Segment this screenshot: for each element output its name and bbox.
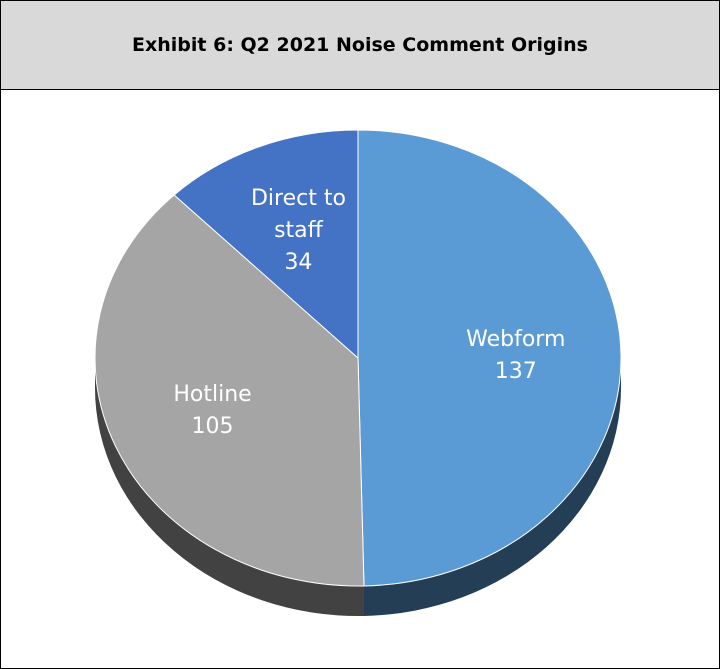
slice-label: Direct to staff 34 bbox=[233, 183, 363, 279]
pie-side bbox=[95, 358, 364, 616]
pie-side bbox=[363, 358, 621, 616]
slice-name: Direct to staff bbox=[250, 186, 346, 244]
slice-name: Hotline bbox=[173, 382, 252, 408]
slice-name: Webform bbox=[466, 327, 566, 353]
slice-label: Hotline 105 bbox=[148, 379, 278, 443]
pie-slice bbox=[94, 194, 365, 587]
slice-value: 34 bbox=[284, 250, 313, 276]
pie-slice bbox=[357, 129, 622, 587]
pie-slice bbox=[173, 129, 359, 360]
slice-label: Webform 137 bbox=[451, 324, 581, 388]
slice-value: 105 bbox=[191, 414, 234, 440]
chart-title: Exhibit 6: Q2 2021 Noise Comment Origins bbox=[1, 1, 719, 90]
slice-value: 137 bbox=[494, 359, 537, 385]
